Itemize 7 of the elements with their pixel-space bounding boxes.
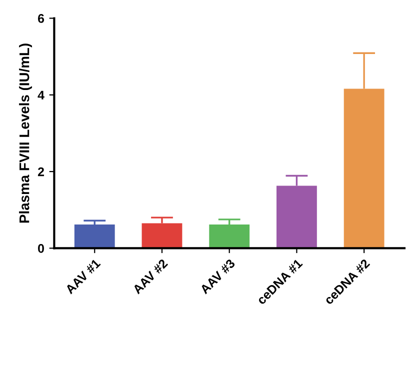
y-tick-label: 2 xyxy=(38,167,44,176)
y-tick-label: 4 xyxy=(38,90,44,100)
y-tick-label: 6 xyxy=(38,14,44,23)
y-tick-label: 0 xyxy=(38,244,44,253)
bar xyxy=(209,224,250,248)
bar xyxy=(74,224,115,248)
y-axis-title: Plasma FVIII Levels (IU/mL) xyxy=(19,44,32,223)
